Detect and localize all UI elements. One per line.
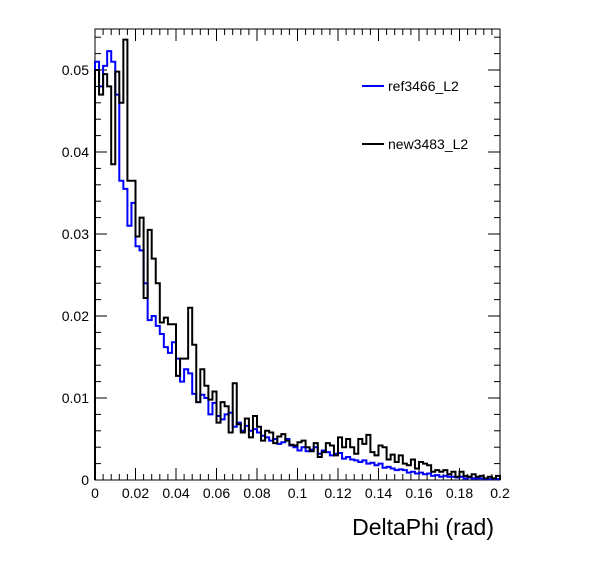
y-tick-label: 0.03 [62,226,89,242]
x-tick-label: 0.12 [324,485,351,501]
series-line-new3483_L2 [94,38,501,480]
x-tick-label: 0.06 [203,485,230,501]
legend-label: ref3466_L2 [388,78,459,94]
y-tick-label: 0.01 [62,390,89,406]
x-axis-title: DeltaPhi (rad) [352,514,494,540]
x-tick-label: 0.08 [243,485,270,501]
x-tick-label: 0.02 [122,485,149,501]
legend-label: new3483_L2 [388,136,468,152]
x-tick-label: 0.04 [162,485,189,501]
x-tick-label: 0.16 [405,485,432,501]
y-tick-label: 0.02 [62,308,89,324]
y-tick-label: 0 [81,472,89,488]
x-tick-label: 0.1 [288,485,308,501]
x-tick-label: 0 [91,485,99,501]
axis-ticks: 0 0.02 0.04 0.06 0.08 0.1 0.12 0.14 0.16 0.18 0.2 0… [62,29,510,501]
legend: ref3466_L2 new3483_L2 [356,64,488,170]
y-tick-label: 0.05 [62,62,89,78]
series-layer [94,38,501,481]
x-tick-label: 0.2 [490,485,510,501]
x-tick-label: 0.14 [365,485,392,501]
y-tick-label: 0.04 [62,144,89,160]
x-tick-label: 0.18 [446,485,473,501]
legend-box [356,64,488,170]
